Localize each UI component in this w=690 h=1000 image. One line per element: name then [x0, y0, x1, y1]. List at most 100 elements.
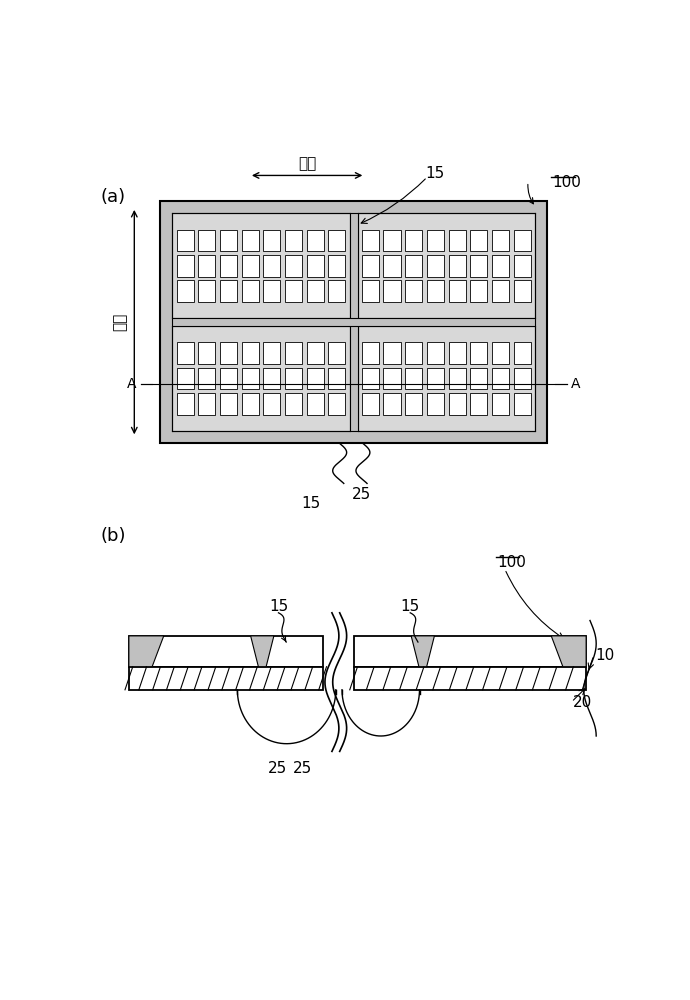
Bar	[513, 230, 531, 251]
Text: 100: 100	[552, 175, 581, 190]
Bar	[177, 368, 194, 389]
Bar	[362, 230, 379, 251]
Bar	[220, 342, 237, 364]
Bar	[307, 255, 324, 277]
Bar	[241, 342, 259, 364]
Bar	[285, 342, 302, 364]
Bar	[198, 342, 215, 364]
Bar	[198, 393, 215, 415]
Bar	[198, 368, 215, 389]
Bar	[471, 230, 487, 251]
Bar	[405, 230, 422, 251]
Text: A: A	[571, 377, 580, 391]
Bar	[177, 230, 194, 251]
Bar	[160, 201, 547, 443]
Bar	[405, 280, 422, 302]
Text: 15: 15	[401, 599, 420, 614]
Text: (b): (b)	[100, 527, 126, 545]
Text: 纵向: 纵向	[113, 313, 128, 331]
Bar	[129, 667, 323, 690]
Bar	[471, 368, 487, 389]
Bar	[285, 280, 302, 302]
Bar	[198, 230, 215, 251]
Bar	[362, 368, 379, 389]
Bar	[471, 280, 487, 302]
Text: 100: 100	[497, 555, 526, 570]
Bar	[384, 393, 400, 415]
Bar	[172, 318, 535, 326]
Bar	[353, 636, 586, 667]
Bar	[513, 342, 531, 364]
Bar	[492, 368, 509, 389]
Bar	[448, 280, 466, 302]
Text: 15: 15	[426, 166, 445, 181]
Bar	[362, 393, 379, 415]
Text: 15: 15	[269, 599, 288, 614]
Text: 25: 25	[352, 487, 371, 502]
Bar	[220, 393, 237, 415]
Bar	[264, 255, 280, 277]
Bar	[353, 667, 586, 690]
Bar	[198, 280, 215, 302]
Bar	[220, 280, 237, 302]
Bar	[384, 230, 400, 251]
Text: 25: 25	[268, 761, 287, 776]
Bar	[307, 230, 324, 251]
Bar	[328, 393, 346, 415]
Text: 15: 15	[302, 496, 321, 511]
Bar	[362, 280, 379, 302]
Bar	[492, 230, 509, 251]
Text: (a): (a)	[100, 188, 126, 206]
Bar	[448, 368, 466, 389]
Bar	[448, 393, 466, 415]
Bar	[264, 230, 280, 251]
Bar	[328, 255, 346, 277]
Bar	[405, 368, 422, 389]
Bar	[129, 636, 323, 667]
Bar	[513, 368, 531, 389]
Bar	[492, 280, 509, 302]
Bar	[177, 255, 194, 277]
Bar	[328, 368, 346, 389]
Bar	[285, 230, 302, 251]
Bar	[220, 368, 237, 389]
Bar	[427, 393, 444, 415]
Bar	[241, 393, 259, 415]
Bar	[362, 342, 379, 364]
Bar	[427, 368, 444, 389]
Bar	[285, 255, 302, 277]
Bar	[307, 393, 324, 415]
Text: 25: 25	[293, 761, 312, 776]
Text: 横向: 横向	[298, 156, 316, 171]
Bar	[405, 393, 422, 415]
Bar	[427, 255, 444, 277]
Bar	[384, 255, 400, 277]
Polygon shape	[250, 636, 274, 667]
Text: 20: 20	[573, 695, 592, 710]
Bar	[241, 230, 259, 251]
Bar	[513, 280, 531, 302]
Bar	[492, 393, 509, 415]
Bar	[513, 255, 531, 277]
Bar	[328, 230, 346, 251]
Text: 10: 10	[595, 648, 615, 663]
Bar	[220, 230, 237, 251]
Bar	[177, 280, 194, 302]
Bar	[328, 342, 346, 364]
Bar	[172, 326, 350, 431]
Bar	[285, 393, 302, 415]
Bar	[307, 342, 324, 364]
Bar	[384, 368, 400, 389]
Bar	[384, 280, 400, 302]
Polygon shape	[551, 636, 586, 667]
Bar	[448, 255, 466, 277]
Bar	[492, 342, 509, 364]
Bar	[241, 255, 259, 277]
Bar	[362, 255, 379, 277]
Bar	[448, 342, 466, 364]
Bar	[177, 393, 194, 415]
Bar	[357, 326, 535, 431]
Bar	[427, 230, 444, 251]
Bar	[198, 255, 215, 277]
Bar	[384, 342, 400, 364]
